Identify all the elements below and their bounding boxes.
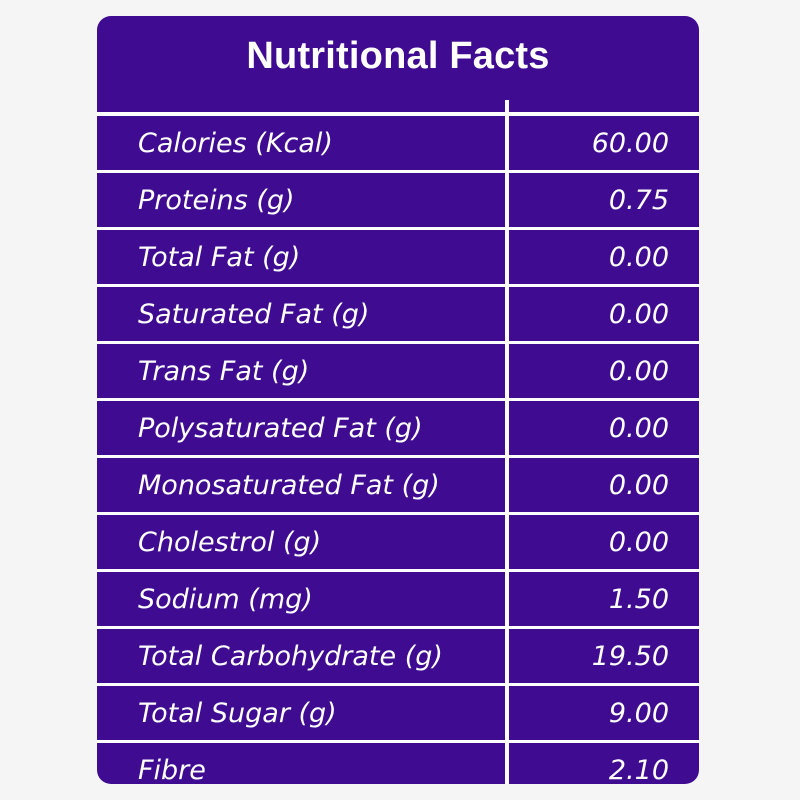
row-divider [97,455,699,458]
nutrient-value: 0.00 [608,241,669,273]
table-row: Saturated Fat (g) 0.00 [97,287,699,341]
row-divider [97,740,699,743]
nutrient-label: Proteins (g) [138,184,295,216]
row-divider [97,170,699,173]
table-row: Calories (Kcal) 60.00 [97,116,699,170]
row-divider [97,341,699,344]
row-divider [97,512,699,515]
nutrient-value: 0.00 [608,355,669,387]
nutrient-value: 1.50 [608,583,669,615]
nutrient-label: Monosaturated Fat (g) [138,469,440,501]
nutrient-value: 19.50 [591,640,669,672]
nutrient-label: Fibre [138,754,206,785]
table-row: Total Sugar (g) 9.00 [97,686,699,740]
table-row: Sodium (mg) 1.50 [97,572,699,626]
nutrient-value: 9.00 [608,697,669,729]
nutrient-label: Trans Fat (g) [138,355,310,387]
nutrient-label: Calories (Kcal) [138,127,333,159]
table-row: Proteins (g) 0.75 [97,173,699,227]
nutrient-label: Total Carbohydrate (g) [138,640,443,672]
nutrient-label: Sodium (mg) [138,583,313,615]
nutrient-label: Total Fat (g) [138,241,301,273]
title-bar: Nutritional Facts [97,16,699,96]
nutrient-label: Saturated Fat (g) [138,298,370,330]
row-divider [97,398,699,401]
nutrition-facts-table: Nutritional Facts Calories (Kcal) 60.00 … [97,16,699,784]
nutrient-value: 2.10 [608,754,669,785]
row-divider [97,284,699,287]
nutrient-value: 0.00 [608,412,669,444]
nutrient-value: 0.00 [608,526,669,558]
nutrient-value: 0.00 [608,469,669,501]
nutrient-label: Polysaturated Fat (g) [138,412,423,444]
nutrient-value: 0.75 [608,184,669,216]
nutrient-value: 0.00 [608,298,669,330]
table-row: Monosaturated Fat (g) 0.00 [97,458,699,512]
table-row: Polysaturated Fat (g) 0.00 [97,401,699,455]
table-row: Fibre 2.10 [97,743,699,785]
nutrient-label: Total Sugar (g) [138,697,337,729]
table-row: Total Fat (g) 0.00 [97,230,699,284]
column-divider [505,100,509,784]
row-divider [97,227,699,230]
table-row: Trans Fat (g) 0.00 [97,344,699,398]
title-divider [97,112,699,116]
row-divider [97,626,699,629]
row-divider [97,569,699,572]
table-title: Nutritional Facts [246,34,550,77]
row-divider [97,683,699,686]
nutrient-value: 60.00 [591,127,669,159]
table-row: Cholestrol (g) 0.00 [97,515,699,569]
nutrient-label: Cholestrol (g) [138,526,322,558]
table-row: Total Carbohydrate (g) 19.50 [97,629,699,683]
